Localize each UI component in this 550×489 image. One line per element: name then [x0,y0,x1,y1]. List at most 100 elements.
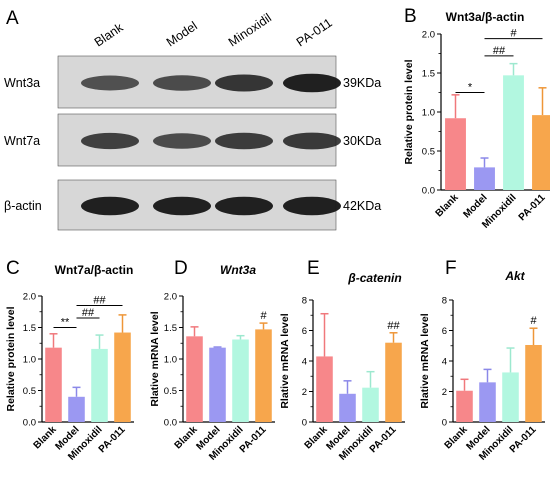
bar [232,339,249,422]
y-axis-label: Relative protein level [403,59,415,164]
x-tick-label: Blank [434,192,461,219]
blot-band [283,196,341,216]
y-tick-label: 0 [302,418,307,429]
blot-band [153,196,211,216]
bar [525,344,542,422]
blot-size-label: 39KDa [343,76,381,90]
bar [362,387,379,422]
bar [479,382,496,422]
blot-size-label: 30KDa [343,134,381,148]
bar [91,348,108,422]
y-tick-label: 0.0 [422,186,435,197]
lane-label: Minoxidil [226,11,274,50]
blot-band [215,74,273,92]
bar [45,347,62,422]
blot-row-label: Wnt3a [4,76,40,90]
blot-band [283,132,341,150]
bar [445,118,466,190]
x-tick-label: PA-011 [238,424,269,455]
bar [339,393,356,422]
y-tick-label: 1.0 [23,355,36,366]
bar [474,167,495,190]
chart-title: Wnt7a/β-actin [55,263,134,277]
chart-title: Wnt3a [220,263,256,277]
blot-band [215,196,273,216]
y-axis-label: Rlative mRNA level [279,313,291,408]
y-tick-label: 1.5 [23,323,36,334]
significance-mark: # [510,28,517,40]
blot-band [283,73,341,93]
bar [114,332,131,422]
y-tick-label: 0.0 [164,418,177,429]
panel-letter: F [445,258,457,279]
significance-mark: ## [93,294,106,306]
bar [316,356,333,422]
y-tick-label: 4 [302,357,307,368]
y-axis-label: Rlative mRNA level [419,313,431,408]
panel-letter: D [174,258,188,279]
y-tick-label: 1.5 [164,323,177,334]
chart-title: Wnt3a/β-actin [446,10,525,24]
significance-mark: ## [387,320,400,332]
panel-letter: B [404,6,417,27]
bar [209,347,226,422]
y-axis-label: Relative protein level [5,306,17,411]
significance-mark: ** [61,317,70,329]
y-tick-label: 2.0 [23,292,36,303]
bar [385,342,402,422]
significance-mark: ## [493,45,506,57]
blot-band [81,132,139,150]
y-tick-label: 8 [302,296,307,307]
y-tick-label: 6 [442,326,447,337]
chart-panel-c: C Wnt7a/β-actin Relative protein level 0.0 0… [5,258,134,463]
bar [503,75,524,190]
y-tick-label: 0.5 [164,386,177,397]
y-tick-label: 8 [442,296,447,307]
panel-letter: E [307,258,320,279]
x-tick-label: PA-011 [368,424,399,455]
blot-row-label: Wnt7a [4,134,40,148]
panel-letter: C [6,258,20,279]
bar [532,115,550,190]
significance-mark: # [260,310,267,322]
y-tick-label: 2 [302,387,307,398]
y-tick-label: 1.0 [164,355,177,366]
chart-title: Akt [504,269,525,283]
lane-label: Blank [92,20,126,50]
y-tick-label: 0.0 [23,418,36,429]
panel-a: A Blank Model Minoxidil PA-011 Wnt3a 39KDa Wnt7… [4,8,381,231]
panel-letter: A [6,8,19,29]
y-tick-label: 0.5 [23,386,36,397]
y-tick-label: 2.0 [422,30,435,41]
y-tick-label: 2 [442,387,447,398]
blot-band [215,132,273,150]
bar [502,372,519,422]
x-tick-label: PA-011 [508,424,539,455]
y-tick-label: 0.5 [422,147,435,158]
lane-label: PA-011 [294,16,335,50]
y-tick-label: 1.5 [422,69,435,80]
significance-mark: # [530,315,537,327]
lane-label: Model [164,19,200,50]
bar [68,396,85,422]
blot-band [153,75,211,91]
blot-row-label: β-actin [4,199,42,213]
blot-band [81,196,139,216]
x-tick-label: PA-011 [97,424,128,455]
blot-size-label: 42KDa [343,199,381,213]
y-tick-label: 1.0 [422,108,435,119]
bar [186,336,203,422]
chart-panel-b: B Wnt3a/β-actin Relative protein level 0.0 0… [403,6,550,231]
y-tick-label: 2.0 [164,292,177,303]
x-tick-label: PA-011 [517,192,548,223]
y-tick-label: 4 [442,357,447,368]
blot-band [81,75,139,91]
chart-title: β-catenin [347,271,401,285]
y-axis-label: Rlative mRNA level [149,311,161,406]
blot-band [153,133,211,149]
bar [255,329,272,422]
significance-mark: * [468,82,473,94]
